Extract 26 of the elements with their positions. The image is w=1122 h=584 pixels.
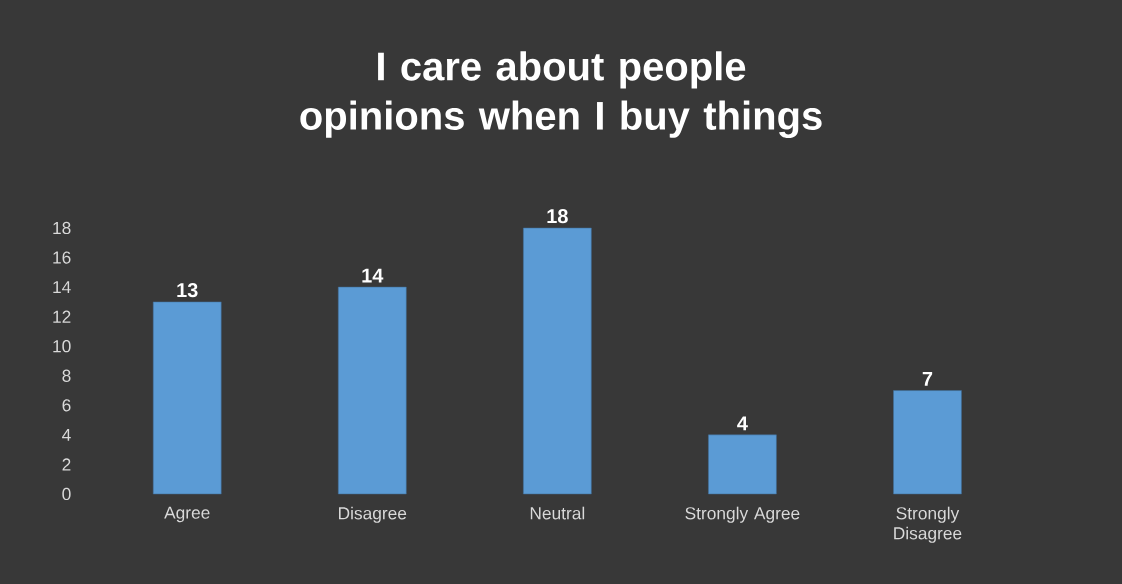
y-tick-label: 14	[53, 281, 71, 294]
y-tick-label: 12	[53, 310, 71, 323]
x-tick-label: Agree	[164, 506, 210, 523]
bar	[152, 301, 222, 495]
y-tick-label: 18	[53, 221, 71, 235]
y-tick-label: 6	[62, 399, 71, 412]
bar	[893, 390, 962, 495]
chart-title: I care about people opinions when I buy things	[300, 51, 822, 139]
bar	[338, 286, 407, 495]
data-label: 7	[922, 372, 933, 386]
y-tick-label: 0	[62, 487, 71, 501]
x-tick-label: Neutral	[530, 506, 585, 520]
data-label: 18	[547, 209, 568, 224]
y-tick-label: 2	[62, 458, 71, 471]
x-tick-label: Strongly Disagree	[894, 506, 962, 543]
y-tick-label: 10	[53, 340, 71, 353]
bar	[523, 227, 592, 495]
bar	[708, 434, 777, 495]
x-tick-label: Strongly Agree	[685, 506, 800, 523]
x-tick-label: Disagree	[339, 506, 407, 523]
y-tick-label: 16	[53, 251, 71, 264]
data-label: 14	[362, 268, 384, 283]
y-tick-label: 8	[62, 369, 71, 382]
y-tick-label: 4	[62, 428, 71, 441]
data-label: 4	[737, 416, 748, 431]
data-label: 13	[177, 282, 198, 298]
